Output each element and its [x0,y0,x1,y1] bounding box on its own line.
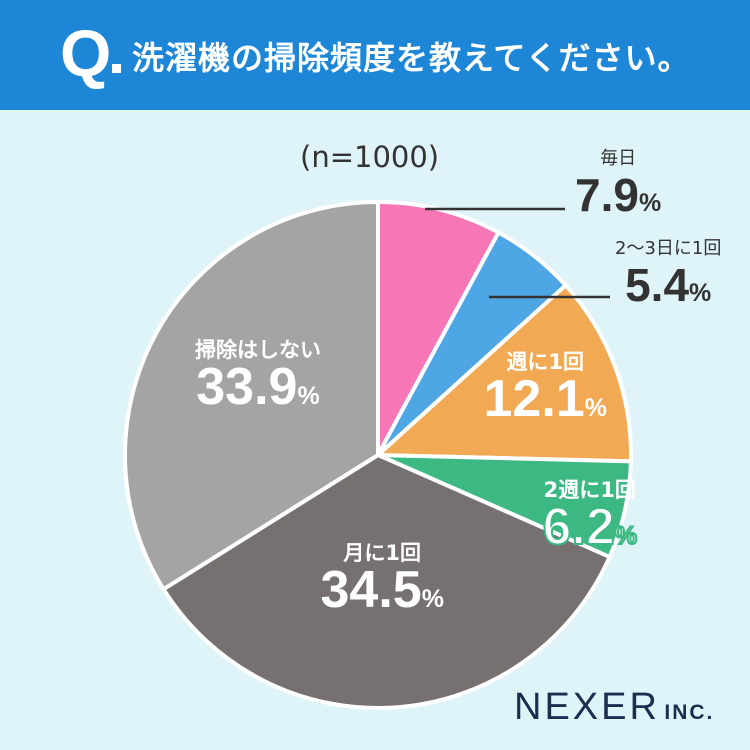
slice-value-never: 33.9 [196,358,298,416]
slice-label-biweekly: 2週に1回 6.2% [541,478,638,556]
slice-category-biweekly: 2週に1回 [543,478,636,502]
slice-label-never: 掃除はしない 33.9% [195,338,321,416]
slice-unit-never: % [297,382,320,410]
company-logo: NEXER INC. [514,686,714,729]
slice-value-weekly: 12.1 [483,370,585,428]
slice-value-monthly: 34.5 [320,561,422,619]
slice-label-every-2-3-days: 2〜3日に1回 5.4% [615,238,722,311]
sample-size-label: (n=1000) [300,140,440,174]
slice-value-daily: 7.9 [575,169,639,221]
pie-slice-monthly [161,453,612,710]
slice-category-daily: 毎日 [600,148,637,169]
slice-unit-daily: % [638,189,662,217]
slice-value-biweekly: 6.2 [541,498,615,556]
slice-label-monthly: 月に1回 34.5% [320,541,444,619]
slice-category-weekly: 週に1回 [506,350,585,374]
header-banner: Q 洗濯機の掃除頻度を教えてください。 [0,0,750,110]
slice-unit-weekly: % [584,394,607,422]
slice-category-never: 掃除はしない [195,338,321,362]
question-mark-icon: Q [60,16,112,90]
slice-category-every-2-3-days: 2〜3日に1回 [615,238,722,259]
logo-suffix: INC. [664,701,715,724]
logo-name: NEXER [514,686,660,728]
slice-value-every-2-3-days: 5.4 [625,259,690,311]
slice-label-daily: 毎日 7.9% [575,148,662,221]
slice-unit-biweekly: % [614,522,638,550]
slice-unit-monthly: % [421,585,444,613]
slice-category-monthly: 月に1回 [343,541,422,565]
slice-unit-every-2-3-days: % [689,279,712,307]
slice-label-weekly: 週に1回 12.1% [483,350,607,428]
pie-slice-never [123,200,380,592]
question-dot-icon [112,64,121,73]
question-title: 洗濯機の掃除頻度を教えてください。 [132,39,691,77]
